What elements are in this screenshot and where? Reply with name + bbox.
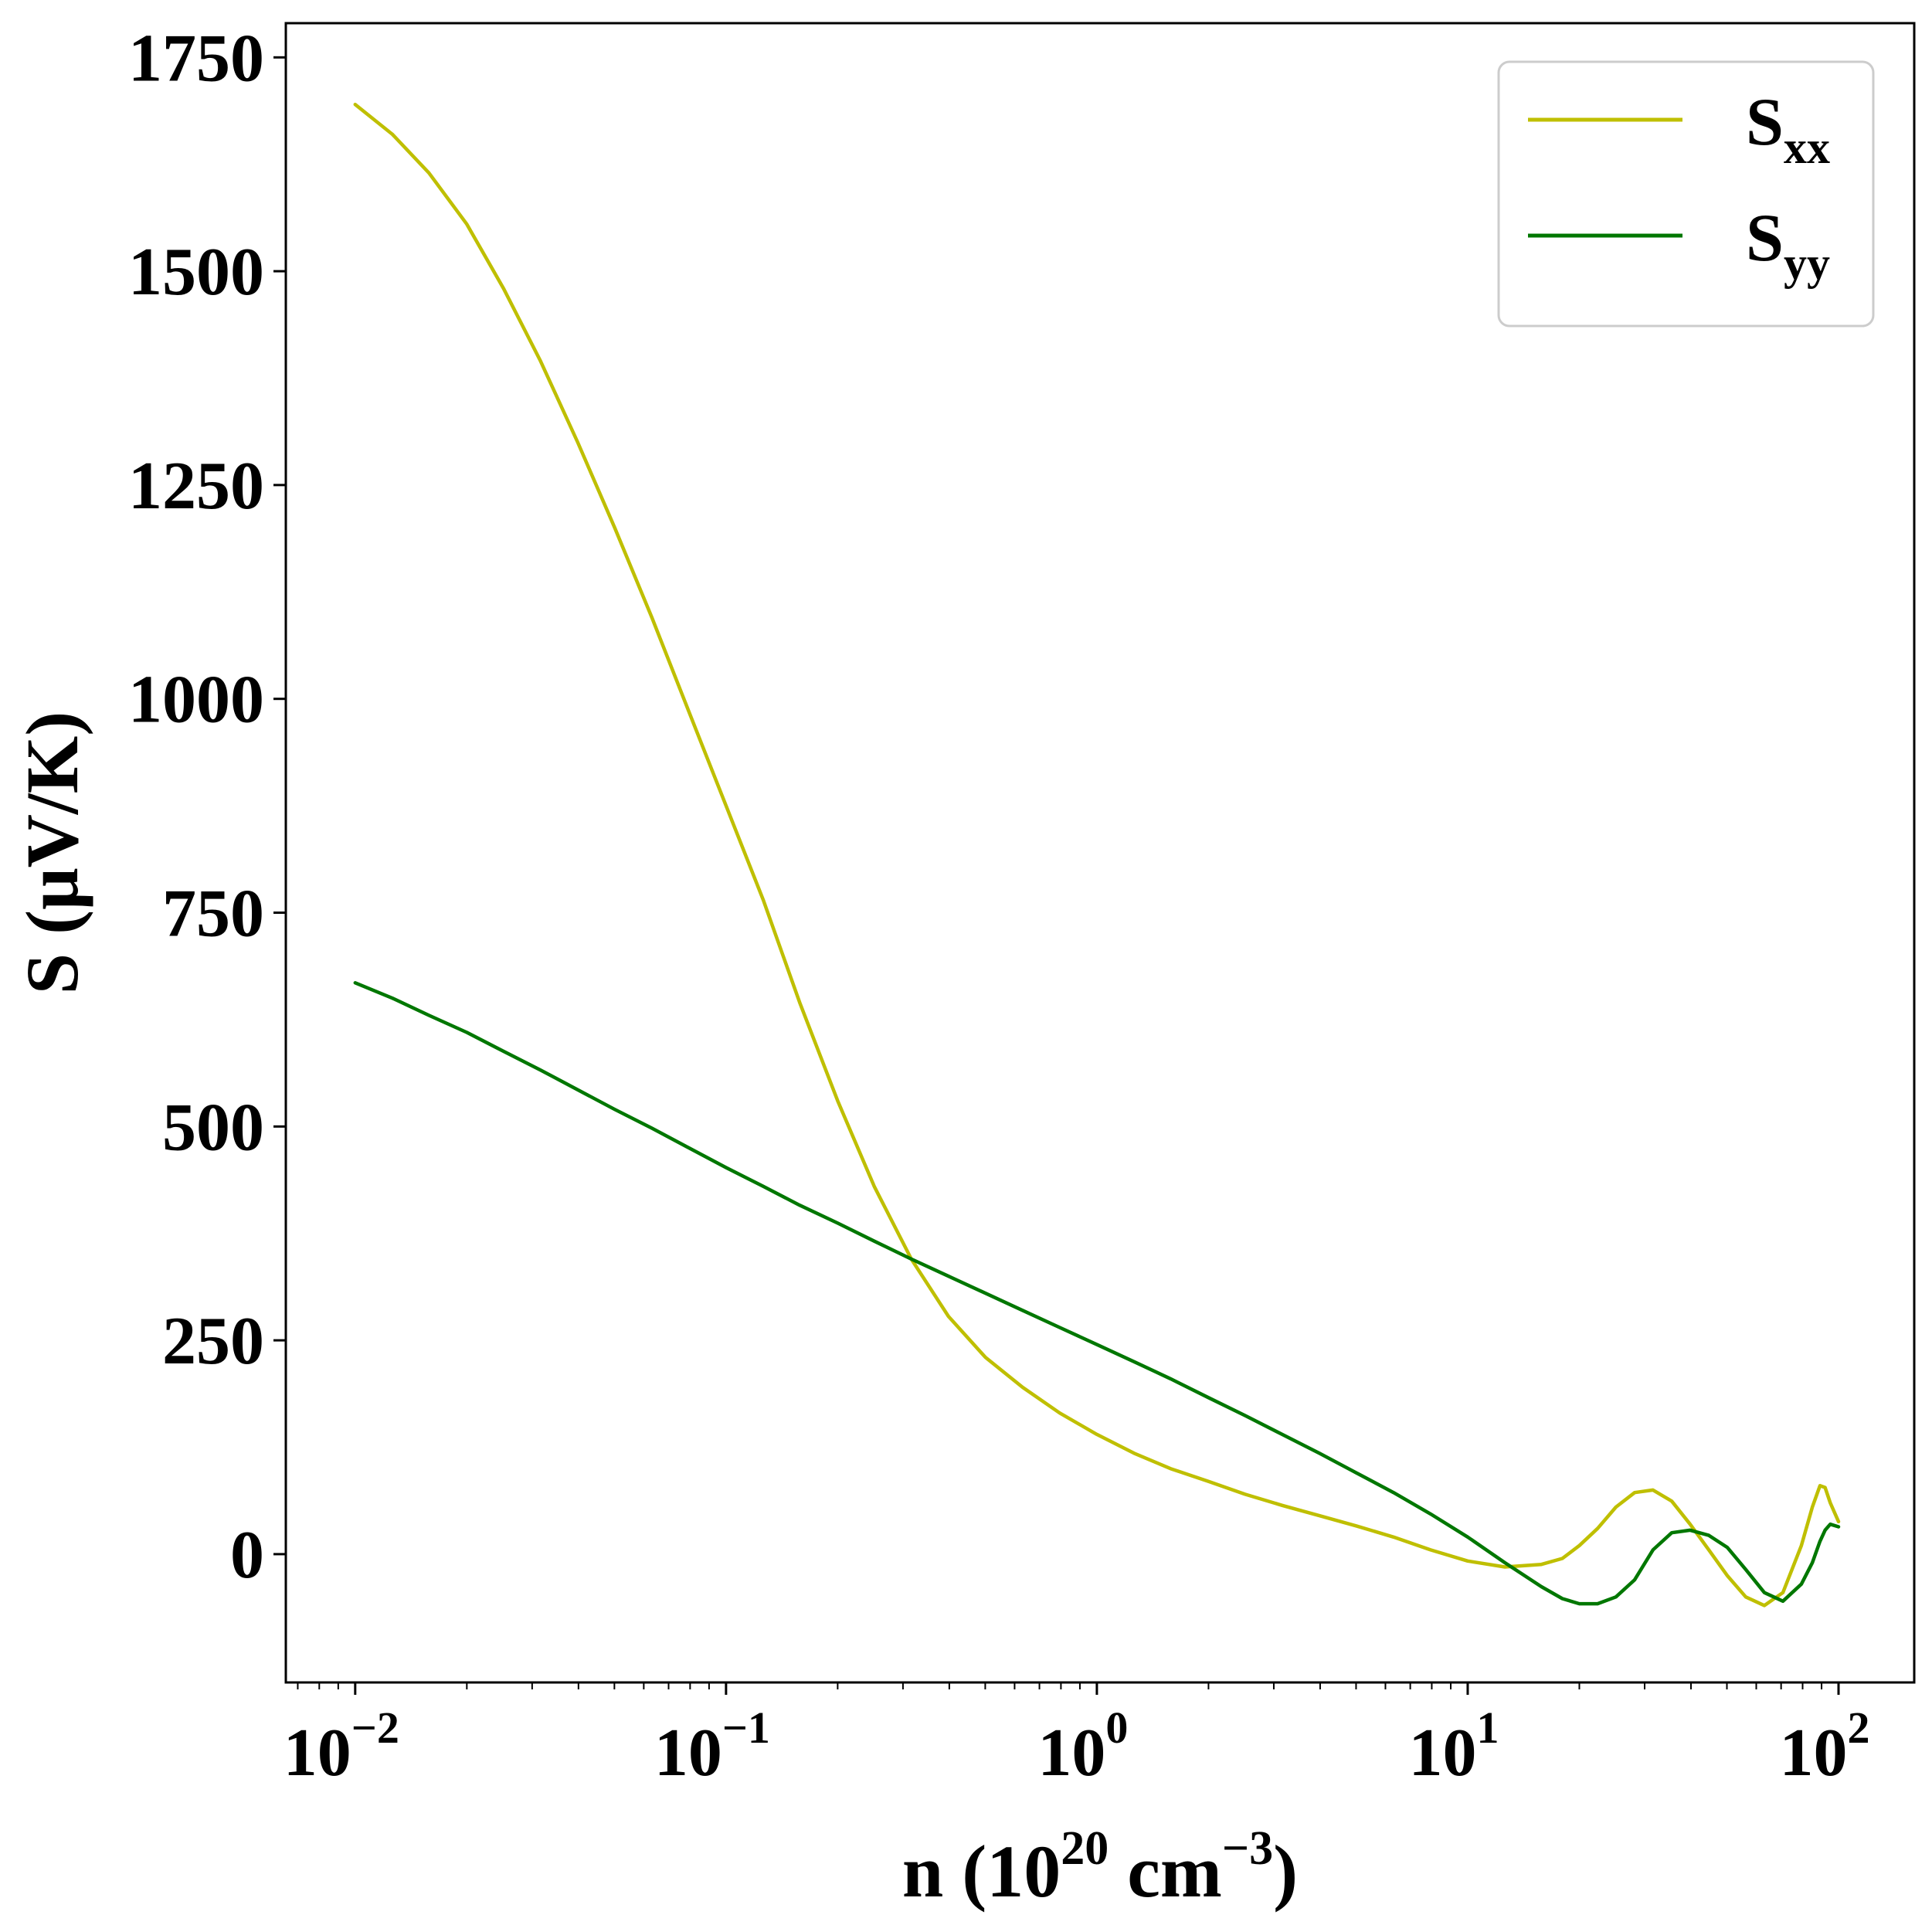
y-tick-label: 250 [162, 1304, 264, 1379]
x-tick-label: 10−1 [654, 1703, 770, 1791]
series-line-xx [353, 102, 1841, 1608]
y-tick-label: 1750 [128, 21, 264, 96]
x-tick-label: 101 [1408, 1703, 1499, 1791]
y-tick-label: 750 [162, 877, 264, 952]
x-tick-label: 100 [1037, 1703, 1128, 1791]
y-axis-label: S (μV/K) [11, 711, 93, 994]
x-tick-label: 102 [1780, 1703, 1870, 1791]
x-axis-ticks: 10−2 10−1 100 101 102 [284, 1682, 1870, 1791]
x-axis-label: n (1020 cm−3) [902, 1822, 1298, 1913]
legend: Sxx Syy [1497, 60, 1875, 328]
x-tick-label: 10−2 [284, 1703, 399, 1791]
series-lines [353, 102, 1841, 1608]
legend-label-sxx: Sxx [1746, 85, 1830, 173]
y-tick-label: 1250 [128, 449, 264, 524]
y-tick-label: 0 [230, 1518, 264, 1593]
y-tick-label: 1000 [128, 663, 264, 738]
legend-box [1497, 60, 1875, 328]
series-line-yy [353, 981, 1841, 1606]
y-tick-label: 1500 [128, 235, 264, 310]
legend-label-syy: Syy [1746, 201, 1830, 289]
plot-frame [284, 22, 1916, 1684]
y-axis-ticks: 0 250 500 750 1000 1250 1500 1750 [128, 21, 286, 1593]
y-tick-label: 500 [162, 1090, 264, 1165]
